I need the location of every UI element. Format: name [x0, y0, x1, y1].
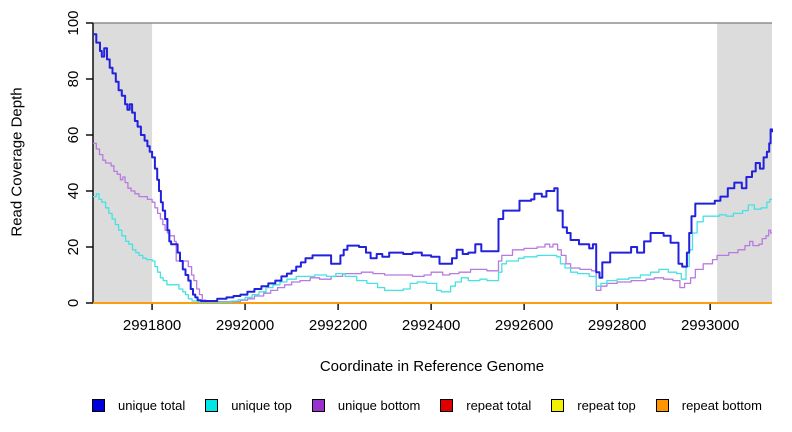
legend-label-repeat-total: repeat total	[466, 398, 532, 413]
plot-area: 0 20 40 60 80 100 2991800 2992000 2992200 2992400…	[65, 10, 773, 334]
y-tick-label-40: 40	[65, 183, 82, 200]
legend-swatch-repeat-total	[440, 399, 454, 412]
legend-swatch-unique-bottom	[311, 399, 325, 412]
y-tick-label-20: 20	[65, 239, 82, 256]
legend-swatch-repeat-top	[551, 399, 565, 412]
legend-swatch-unique-total	[92, 399, 105, 412]
x-axis-title: Coordinate in Reference Genome	[319, 358, 545, 375]
x-tick-label-2992600: 2992600	[495, 317, 553, 334]
y-tick-label-100: 100	[65, 10, 82, 35]
x-tick-label-2992000: 2992000	[216, 317, 274, 334]
legend: unique total unique top unique bottom repea…	[92, 398, 762, 413]
series-unique-total-line	[93, 33, 773, 302]
legend-item-repeat-top: repeat top	[551, 398, 636, 413]
legend-label-repeat-top: repeat top	[577, 398, 636, 413]
legend-label-unique-top: unique top	[231, 398, 292, 413]
legend-item-repeat-total: repeat total	[440, 398, 531, 413]
series-unique-top-line	[93, 193, 772, 303]
y-axis-title: Read Coverage Depth	[8, 87, 26, 237]
x-tick-label-2993000: 2993000	[681, 317, 739, 334]
x-tick-label-2992800: 2992800	[588, 317, 646, 334]
legend-item-unique-top: unique top	[205, 398, 292, 413]
shaded-region-left	[93, 23, 153, 303]
y-tick-label-80: 80	[65, 71, 82, 88]
legend-swatch-unique-top	[205, 399, 219, 412]
legend-label-repeat-bottom: repeat bottom	[681, 398, 762, 413]
legend-item-unique-total: unique total	[92, 398, 185, 413]
y-tick-label-60: 60	[65, 127, 82, 144]
legend-item-repeat-bottom: repeat bottom	[655, 398, 762, 413]
x-tick-label-2992400: 2992400	[402, 317, 460, 334]
x-tick-label-2991800: 2991800	[123, 317, 181, 334]
legend-item-unique-bottom: unique bottom	[311, 398, 421, 413]
x-tick-label-2992200: 2992200	[309, 317, 367, 334]
legend-swatch-repeat-bottom	[655, 399, 669, 412]
legend-label-unique-total: unique total	[118, 398, 186, 413]
legend-label-unique-bottom: unique bottom	[337, 398, 421, 413]
series-unique-bottom-line	[93, 142, 772, 303]
y-tick-label-0: 0	[65, 299, 82, 307]
